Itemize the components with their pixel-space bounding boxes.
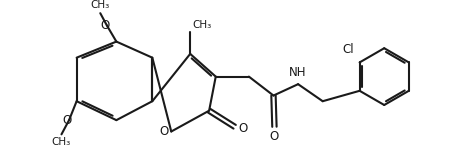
Text: O: O: [270, 130, 279, 143]
Text: O: O: [100, 19, 109, 32]
Text: O: O: [239, 122, 248, 135]
Text: Cl: Cl: [343, 43, 354, 56]
Text: O: O: [159, 125, 169, 138]
Text: CH₃: CH₃: [192, 20, 211, 30]
Text: CH₃: CH₃: [52, 137, 71, 147]
Text: CH₃: CH₃: [91, 0, 110, 10]
Text: O: O: [63, 114, 72, 127]
Text: NH: NH: [289, 67, 307, 79]
